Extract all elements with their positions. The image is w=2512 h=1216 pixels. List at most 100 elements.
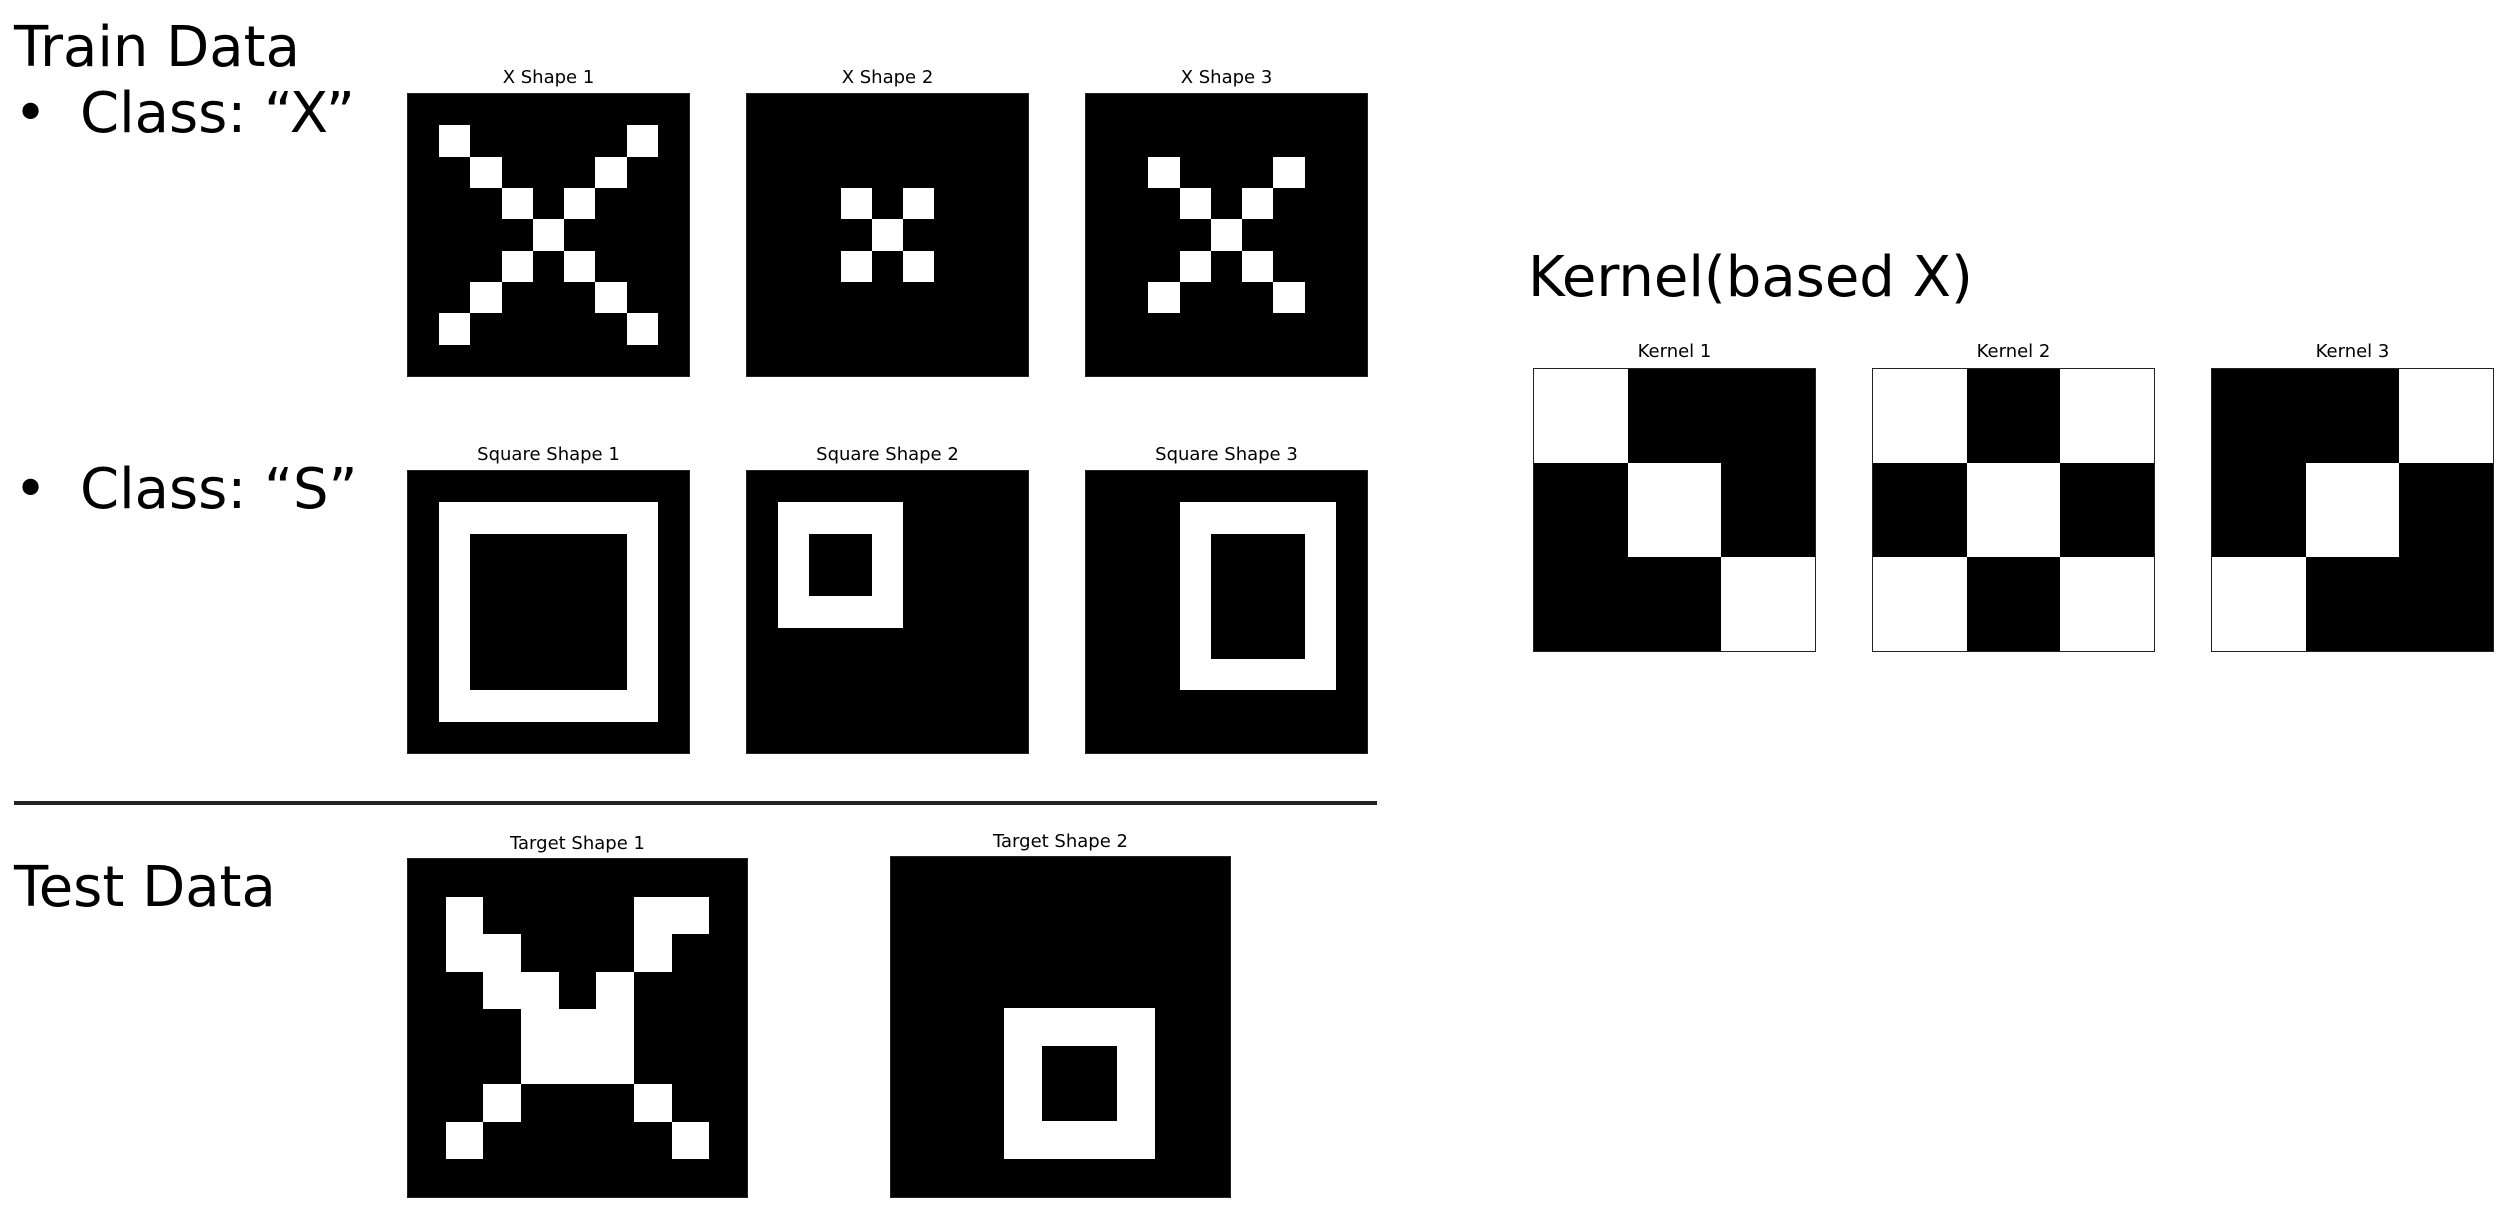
pixel-cell bbox=[1534, 463, 1628, 557]
pixel-cell bbox=[1242, 313, 1274, 345]
pixel-cell bbox=[501, 659, 533, 691]
pixel-cell bbox=[1335, 94, 1367, 126]
pixel-cell bbox=[657, 156, 689, 188]
pixel-cell bbox=[408, 659, 440, 691]
pixel-cell bbox=[996, 156, 1028, 188]
pixel-cell bbox=[564, 313, 596, 345]
pixel-cell bbox=[1041, 1083, 1080, 1122]
pixel-cell bbox=[445, 934, 484, 972]
pixel-cell bbox=[1086, 721, 1118, 753]
panel-title-k2: Kernel 2 bbox=[1976, 341, 2051, 362]
pixel-cell bbox=[439, 502, 471, 534]
pixel-cell bbox=[596, 1046, 634, 1085]
pixel-cell bbox=[596, 934, 634, 972]
pixel-cell bbox=[626, 125, 658, 157]
pixel-cell bbox=[809, 313, 841, 345]
pixel-cell bbox=[1079, 1159, 1117, 1197]
pixel-cell bbox=[564, 156, 596, 188]
pixel-cell bbox=[1242, 344, 1274, 376]
pixel-cell bbox=[2305, 557, 2400, 651]
pixel-cell bbox=[809, 188, 841, 220]
pixel-cell bbox=[596, 1121, 634, 1160]
pixel-cell bbox=[1335, 313, 1367, 345]
pixel-cell bbox=[564, 502, 596, 534]
pixel-cell bbox=[408, 94, 440, 126]
pixel-cell bbox=[891, 1159, 929, 1197]
pixel-cell bbox=[1273, 565, 1305, 597]
pixel-cell bbox=[965, 94, 997, 126]
test-data-heading: Test Data bbox=[14, 855, 276, 920]
pixel-cell bbox=[903, 533, 935, 565]
class-s-label: Class: “S” bbox=[80, 457, 358, 522]
pixel-cell bbox=[521, 971, 559, 1010]
pixel-cell bbox=[408, 627, 440, 659]
pixel-cell bbox=[809, 627, 841, 659]
pixel-cell bbox=[470, 596, 502, 628]
panel-k1 bbox=[1533, 368, 1816, 652]
pixel-cell bbox=[564, 125, 596, 157]
pixel-cell bbox=[1242, 471, 1274, 503]
pixel-cell bbox=[595, 721, 627, 753]
pixel-cell bbox=[709, 971, 747, 1010]
pixel-cell bbox=[1086, 533, 1118, 565]
pixel-cell bbox=[891, 857, 929, 895]
pixel-cell bbox=[1004, 970, 1042, 1009]
pixel-cell bbox=[1117, 721, 1149, 753]
pixel-cell bbox=[903, 471, 935, 503]
pixel-cell bbox=[928, 1121, 967, 1160]
pixel-cell bbox=[1534, 369, 1628, 463]
pixel-cell bbox=[747, 471, 779, 503]
pixel-cell bbox=[965, 188, 997, 220]
kernel-heading: Kernel(based X) bbox=[1528, 245, 1973, 310]
pixel-cell bbox=[532, 565, 565, 597]
pixel-cell bbox=[1273, 690, 1305, 722]
panel-k3 bbox=[2211, 368, 2494, 652]
pixel-cell bbox=[840, 125, 872, 157]
pixel-cell bbox=[439, 533, 471, 565]
pixel-cell bbox=[1210, 188, 1243, 220]
pixel-cell bbox=[470, 502, 502, 534]
pixel-cell bbox=[709, 1046, 747, 1085]
pixel-cell bbox=[1210, 565, 1243, 597]
pixel-cell bbox=[1179, 502, 1211, 534]
pixel-cell bbox=[871, 471, 904, 503]
pixel-cell bbox=[709, 1121, 747, 1160]
pixel-cell bbox=[1873, 557, 1967, 651]
pixel-cell bbox=[532, 188, 565, 220]
pixel-cell bbox=[501, 250, 533, 282]
pixel-cell bbox=[840, 533, 872, 565]
pixel-cell bbox=[840, 219, 872, 251]
pixel-cell bbox=[871, 344, 904, 376]
pixel-cell bbox=[532, 156, 565, 188]
pixel-cell bbox=[1179, 156, 1211, 188]
pixel-cell bbox=[1117, 125, 1149, 157]
pixel-cell bbox=[1148, 471, 1180, 503]
pixel-cell bbox=[996, 250, 1028, 282]
pixel-cell bbox=[778, 156, 810, 188]
pixel-cell bbox=[891, 1083, 929, 1122]
pixel-cell bbox=[532, 659, 565, 691]
pixel-cell bbox=[1304, 282, 1336, 314]
pixel-cell bbox=[903, 313, 935, 345]
pixel-cell bbox=[657, 690, 689, 722]
pixel-cell bbox=[408, 934, 446, 972]
pixel-cell bbox=[501, 565, 533, 597]
pixel-cell bbox=[1873, 369, 1967, 463]
pixel-cell bbox=[903, 565, 935, 597]
pixel-cell bbox=[871, 250, 904, 282]
pixel-cell bbox=[1041, 1045, 1080, 1084]
pixel-cell bbox=[657, 282, 689, 314]
pixel-cell bbox=[532, 94, 565, 126]
pixel-cell bbox=[408, 188, 440, 220]
pixel-cell bbox=[1242, 125, 1274, 157]
pixel-cell bbox=[1210, 313, 1243, 345]
pixel-cell bbox=[1210, 219, 1243, 251]
pixel-cell bbox=[747, 596, 779, 628]
pixel-cell bbox=[564, 188, 596, 220]
pixel-cell bbox=[532, 125, 565, 157]
pixel-cell bbox=[934, 627, 966, 659]
pixel-cell bbox=[778, 627, 810, 659]
pixel-cell bbox=[965, 156, 997, 188]
pixel-cell bbox=[1117, 471, 1149, 503]
pixel-cell bbox=[1086, 125, 1118, 157]
